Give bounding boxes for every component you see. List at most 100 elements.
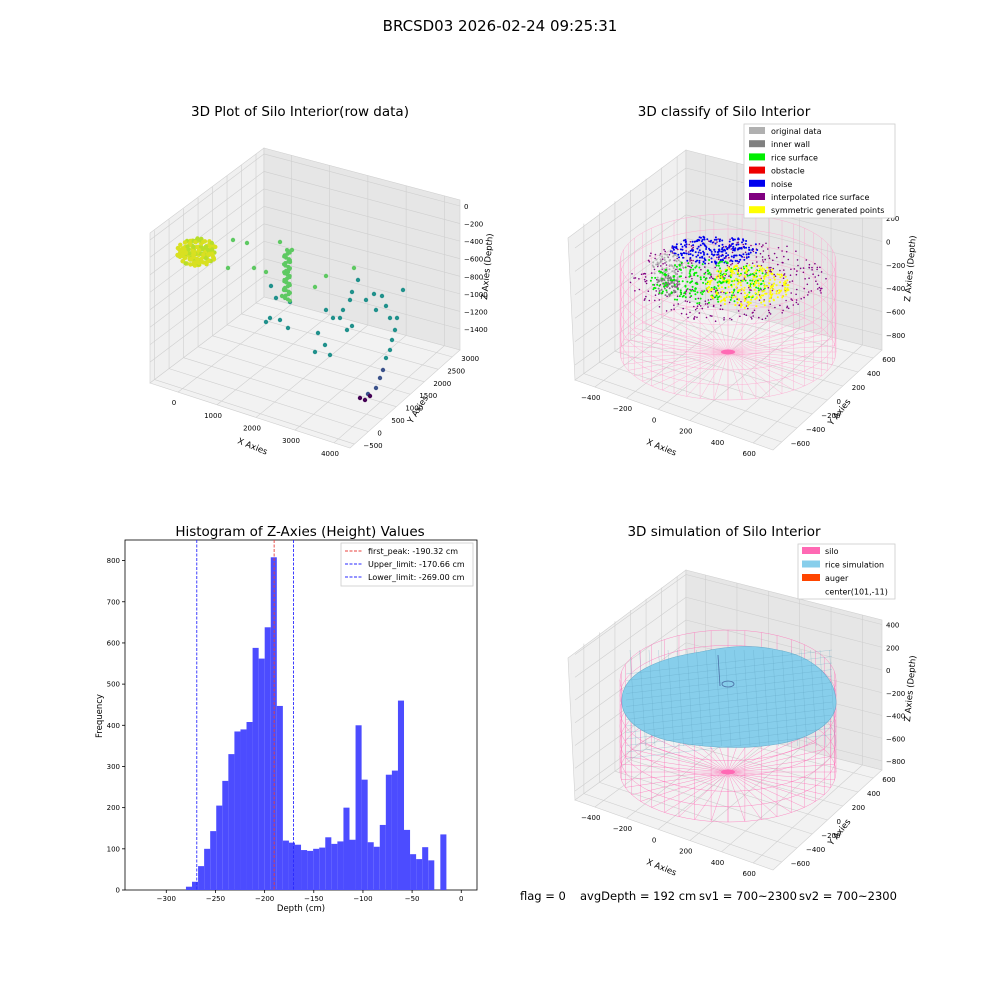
raw-point [344, 327, 350, 333]
classify-point-symmetric [743, 289, 745, 292]
histogram-bar [264, 627, 271, 890]
classify-point-symmetric [772, 298, 775, 301]
classify-point-rice-surface [650, 276, 653, 279]
raw-point [201, 239, 206, 245]
classify-point-interpolated [762, 250, 765, 252]
classify-point-symmetric [753, 271, 756, 274]
classify-point-interpolated [783, 269, 785, 271]
classify-point-symmetric [772, 288, 775, 291]
classify-point-symmetric [732, 280, 735, 283]
classify-point-rice-surface [718, 261, 721, 264]
classify-point-symmetric [778, 291, 781, 294]
classify-point-rice-surface [681, 280, 684, 283]
classify-point-rice-surface [757, 287, 760, 290]
classify-point-interpolated [726, 264, 729, 267]
classify-point-interpolated [676, 295, 679, 298]
classify-point-original [674, 259, 677, 262]
classify-point-noise [685, 243, 688, 246]
classify-point-symmetric [766, 271, 769, 274]
classify-point-noise [738, 254, 741, 257]
cls-x-tick-label: 600 [743, 450, 756, 458]
classify-point-original [663, 256, 666, 259]
classify-point-symmetric [735, 264, 738, 267]
classify-point-rice-surface [749, 279, 752, 282]
simulation-rice-mesh [625, 708, 833, 733]
classify-point-rice-surface [658, 270, 661, 273]
sim-z-tick-label: 400 [886, 622, 899, 630]
sim-y-tick-label: 400 [867, 790, 880, 798]
classify-point-noise [714, 260, 716, 263]
classify-point-noise [701, 255, 704, 258]
raw-point [177, 253, 182, 259]
raw-z-gridline [149, 223, 265, 311]
classify-point-symmetric [775, 290, 778, 293]
simulation-rice-mesh [791, 649, 798, 747]
raw-z-tick-label: −1200 [464, 308, 488, 316]
classify-point-noise [671, 245, 674, 248]
classify-point-interpolated [689, 301, 691, 304]
classify-point-interpolated [653, 268, 656, 271]
classify-point-interpolated [818, 286, 821, 289]
classify-point-symmetric [771, 268, 774, 271]
simulation-silo-spoke [651, 771, 729, 808]
raw-point [315, 330, 321, 336]
simulation-rice-mesh [753, 649, 760, 747]
classify-point-interpolated [672, 252, 674, 254]
classify-point-symmetric [711, 288, 714, 291]
classify-point-rice-surface [731, 280, 734, 283]
classify-point-interpolated [806, 283, 809, 286]
classify-point-noise [710, 253, 713, 256]
classify-point-interpolated [767, 309, 770, 312]
classify-point-noise [710, 261, 713, 263]
classify-point-symmetric [738, 274, 741, 277]
classify-point-original [675, 272, 677, 275]
classify-point-interpolated [786, 245, 788, 248]
classify-point-noise [733, 238, 736, 241]
classify-point-interpolated [701, 307, 704, 310]
classify-point-symmetric [750, 295, 752, 298]
classify-point-interpolated [787, 258, 790, 261]
raw-point [225, 265, 231, 271]
classify-point-symmetric [761, 270, 764, 273]
classify-point-noise [706, 253, 709, 256]
classify-point-noise [714, 250, 717, 253]
classify-point-interpolated [765, 242, 767, 245]
classify-point-original [659, 261, 662, 264]
histogram-y-tick-label: 800 [107, 557, 120, 565]
classify-point-rice-surface [649, 279, 652, 282]
simulation-rice-mesh [639, 649, 646, 747]
classify-point-noise [745, 253, 748, 256]
classify-silo-spoke [673, 351, 729, 394]
classify-silo-spoke [620, 345, 729, 353]
classify-point-interpolated [696, 316, 698, 319]
classify-point-rice-surface [707, 272, 710, 275]
classify-point-symmetric [706, 282, 709, 285]
classify-point-interpolated [696, 305, 699, 308]
histogram-bar [422, 847, 429, 890]
classify-point-interpolated [658, 299, 661, 301]
classify-point-interpolated [704, 271, 707, 274]
classify-point-interpolated [709, 315, 712, 317]
classify-point-noise [721, 239, 724, 242]
classify-point-interpolated [648, 299, 651, 302]
classify-point-original [651, 264, 654, 267]
classify-point-rice-surface [699, 278, 702, 281]
classify-point-rice-surface [664, 284, 667, 287]
classify-point-symmetric [728, 267, 731, 270]
classify-point-rice-surface [690, 281, 693, 283]
classify-point-interpolated [816, 268, 818, 271]
cls-x-tick-label: −400 [581, 394, 600, 402]
raw-z-gridline [263, 258, 461, 312]
classify-point-interpolated [762, 261, 765, 263]
classify-point-symmetric [786, 279, 789, 282]
classify-point-interpolated [659, 253, 662, 255]
raw-point [337, 315, 343, 321]
classify-point-interpolated [706, 303, 709, 305]
raw-y-tick-label: 500 [391, 417, 404, 425]
histogram-y-tick-label: 500 [107, 681, 120, 689]
classify-point-rice-surface [678, 263, 681, 266]
raw-point [363, 297, 369, 303]
classify-point-interpolated [643, 278, 646, 281]
classify-point-symmetric [773, 278, 776, 281]
